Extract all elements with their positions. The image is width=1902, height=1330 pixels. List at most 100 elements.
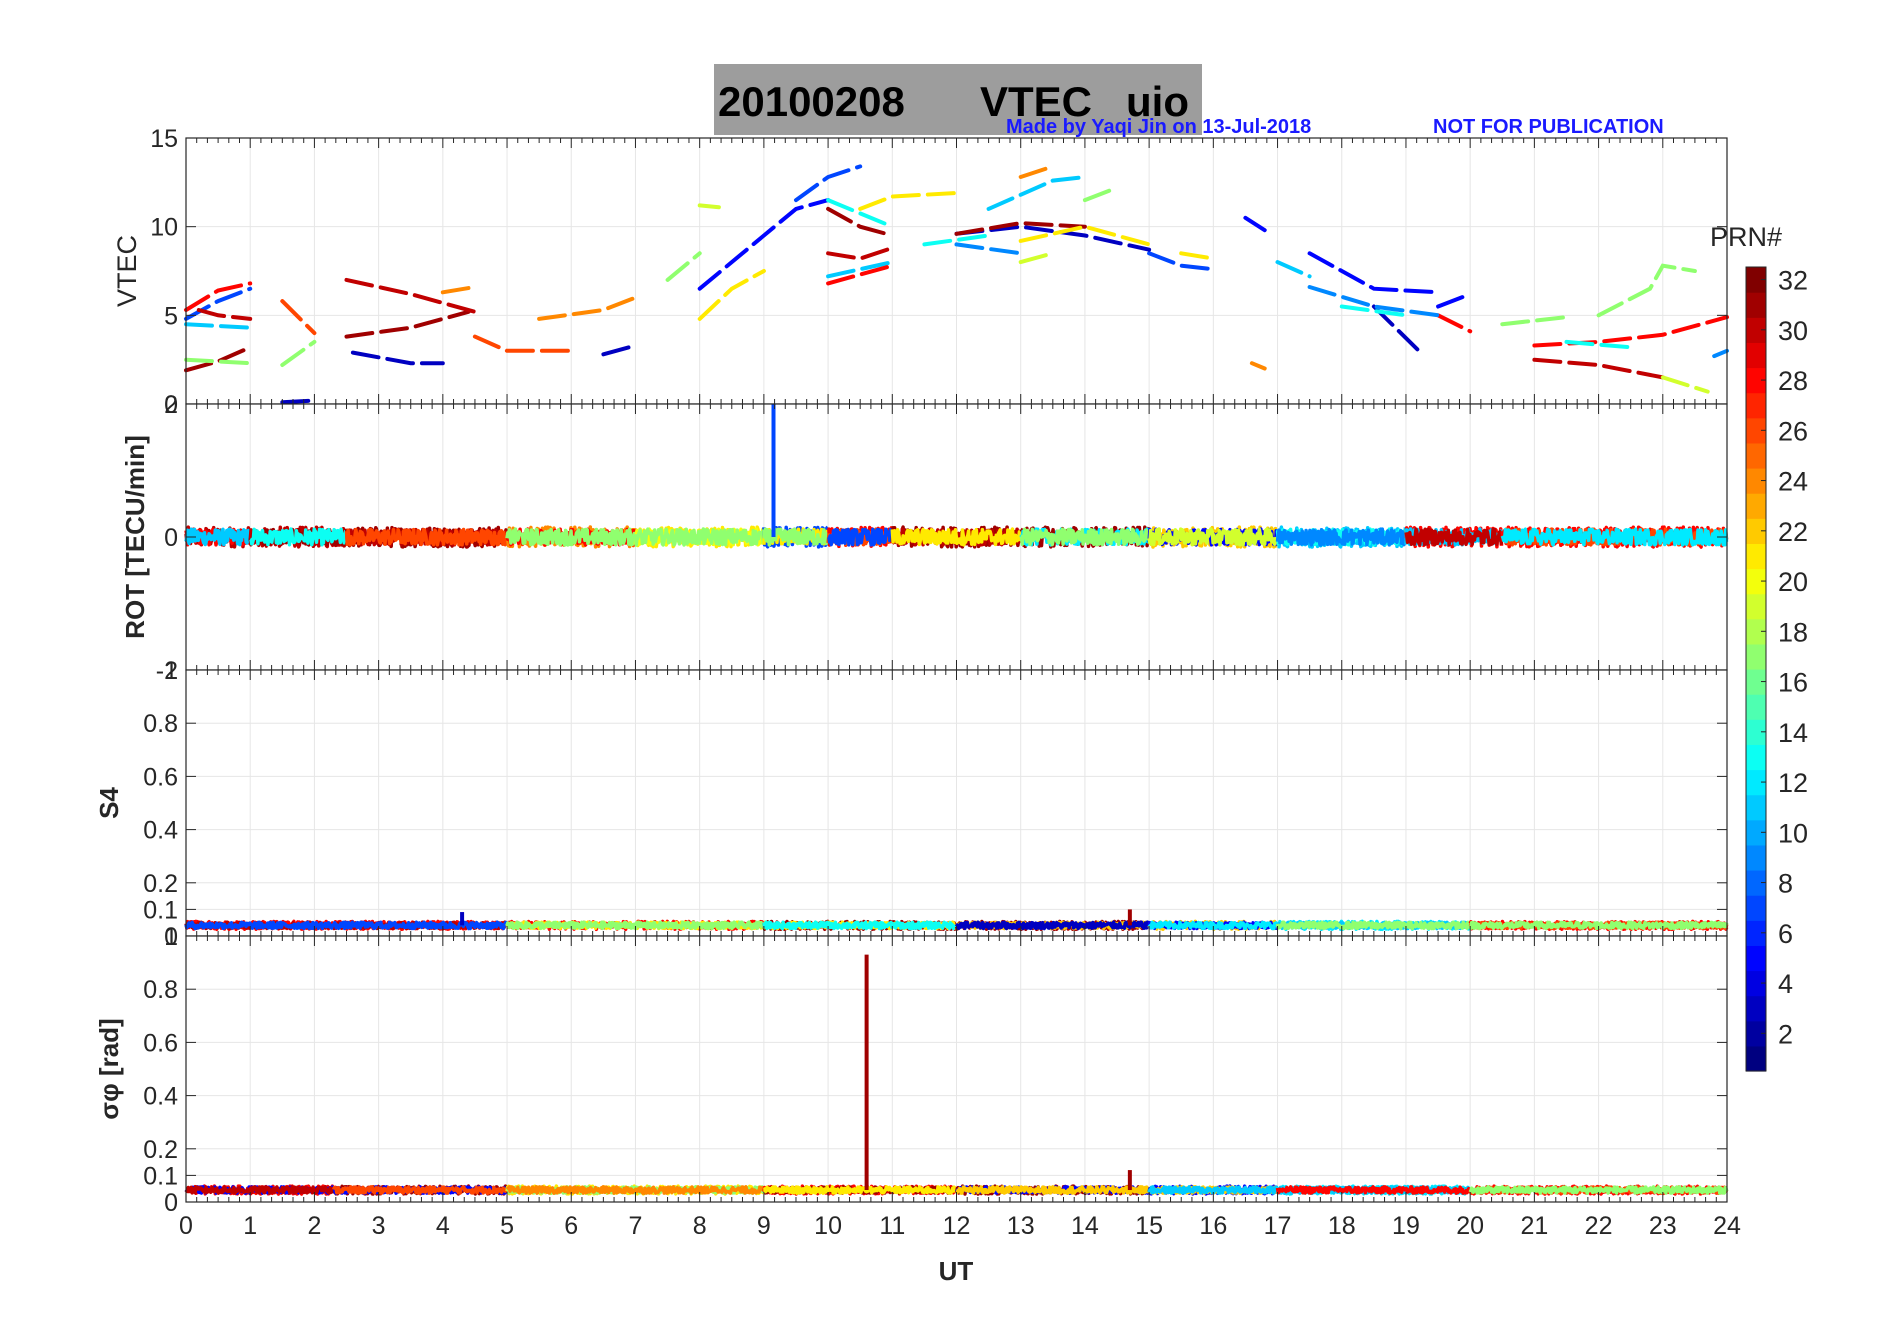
x-tick-label: 3 [372,1212,386,1240]
vtec-line [1532,315,1729,348]
colorbar-step [1746,945,1766,972]
rot-panel: -202 ROT [TECU/min] [120,391,1729,685]
vtec-line [826,198,895,229]
x-tick-label: 23 [1649,1212,1677,1240]
colorbar-step [1746,568,1766,595]
rot-point [890,527,1022,547]
s4-point [762,920,958,931]
colorbar-title: PRN# [1710,222,1782,252]
colorbar-tick-label: 14 [1778,718,1808,748]
vtec-line [697,203,721,210]
vtec-line [1339,304,1408,318]
rot-y-ticks: -202 [156,391,178,685]
rot-points [184,404,1729,549]
x-tick-label: 1 [243,1212,257,1240]
sigma-phi-points [184,954,1729,1196]
colorbar-steps [1746,267,1766,1072]
vtec-line [1275,260,1312,279]
vtec-line [1082,185,1119,203]
vtec-line [697,269,766,321]
vtec-line [184,281,253,312]
colorbar-tick-label: 8 [1778,869,1793,899]
x-tick-label: 7 [629,1212,643,1240]
vtec-line [954,224,1152,252]
sigma-phi-y-ticks: 00.10.20.40.60.81 [143,923,178,1217]
s4-y-label: S4 [94,787,124,819]
x-tick-label: 20 [1456,1212,1484,1240]
sigma_phi-point [505,1185,766,1195]
colorbar-step [1746,844,1766,871]
x-tick-label: 17 [1264,1212,1292,1240]
sigma_phi-point [1468,1185,1729,1195]
colorbar-tick-label: 10 [1778,818,1808,848]
vtec-line [826,245,895,261]
y-tick-label: 0 [164,524,178,552]
y-tick-label: 0 [164,923,178,951]
y-tick-label: 0 [164,1189,178,1217]
vtec-y-ticks: 0 5 10 15 [150,125,178,419]
colorbar-step [1746,970,1766,997]
vtec-line [472,334,574,353]
credit-notice: NOT FOR PUBLICATION [1433,116,1664,138]
rot-point [184,527,252,547]
x-tick-label: 11 [879,1212,905,1240]
vtec-minor-ticks [185,137,1728,405]
vtec-line [1018,251,1055,265]
vtec-line [344,309,471,339]
colorbar-tick-label: 22 [1778,517,1808,547]
y-tick-label: 10 [150,214,178,242]
s4-point [954,920,1150,931]
credit-author: Made by Yaqi Jin on 13-Jul-2018 [1006,116,1311,138]
colorbar-step [1746,367,1766,394]
colorbar-tick-label: 32 [1778,266,1808,296]
colorbar-step [1746,870,1766,896]
colorbar-step [1746,442,1766,469]
x-tick-label: 24 [1713,1212,1741,1240]
colorbar-step [1746,1020,1766,1047]
vtec-y-label: VTEC [112,235,142,307]
vtec-line [350,350,445,366]
vtec-grid [186,138,1727,404]
x-tick-label: 2 [307,1212,321,1240]
colorbar-step [1746,593,1766,620]
vtec-line [280,299,317,336]
y-tick-label: 0.4 [143,817,178,845]
colorbar-step [1746,794,1766,821]
sigma_phi-point [762,1185,957,1195]
rot-point [344,527,509,547]
y-tick-label: 0 [164,391,178,419]
vtec-line [280,339,317,367]
vtec-line [665,251,702,282]
y-tick-label: 0.1 [143,896,178,924]
vtec-panel: 0 5 10 15 VTEC [112,125,1729,419]
colorbar-step [1746,417,1766,444]
vtec-line [826,260,895,279]
colorbar-step [1746,895,1766,921]
vtec-line [196,308,253,321]
vtec-line [1249,361,1267,371]
vtec-line [1712,348,1729,359]
s4-point [184,920,509,931]
vtec-line [954,242,1023,256]
colorbar-step [1746,342,1766,369]
x-tick-label: 22 [1585,1212,1613,1240]
vtec-line [1660,375,1710,394]
vtec-line [1147,251,1216,272]
colorbar-step [1746,995,1766,1022]
vtec-line [1307,285,1441,318]
title-background [714,64,1202,135]
vtec-line [184,286,253,321]
x-tick-label: 9 [757,1212,771,1240]
vtec-line [697,198,831,291]
rot-y-label: ROT [TECU/min] [120,435,150,639]
y-tick-label: 0.2 [143,1136,178,1164]
vtec-series [184,164,1729,405]
x-axis-label: UT [939,1256,974,1286]
s4-point [1275,920,1472,931]
x-tick-label: 10 [814,1212,842,1240]
colorbar-tick-label: 26 [1778,416,1808,446]
colorbar-tick-label: 18 [1778,617,1808,647]
